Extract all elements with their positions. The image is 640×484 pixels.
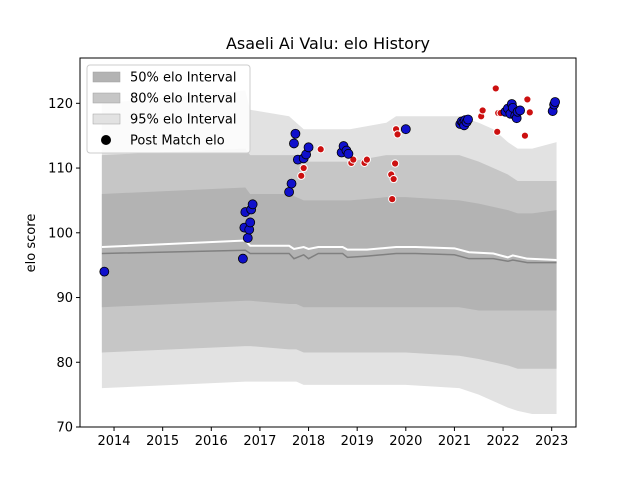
blue-point-40 (550, 97, 560, 107)
legend-label: 95% elo Interval (130, 113, 237, 128)
red-point-6 (362, 155, 372, 164)
x-tick-label: 2022 (487, 434, 520, 449)
blue-point-8 (247, 199, 258, 210)
trend-lines (101, 239, 557, 264)
red-point-2 (316, 145, 325, 154)
x-tick-label: 2014 (97, 434, 130, 449)
red-point-22 (525, 108, 534, 117)
red-point-10 (391, 159, 400, 168)
x-tick-label: 2017 (243, 434, 276, 449)
legend-swatch (92, 113, 121, 125)
blue-point-21 (400, 124, 411, 135)
legend-label: 80% elo Interval (130, 92, 237, 107)
blue-point-0 (99, 266, 110, 277)
y-tick-label: 100 (48, 226, 73, 241)
red-point-14 (478, 106, 487, 115)
y-tick-label: 80 (56, 356, 73, 371)
x-tick-label: 2015 (146, 434, 179, 449)
blue-point-4 (242, 233, 253, 243)
red-point-1 (299, 163, 308, 173)
legend-marker (101, 135, 111, 145)
legend-box (86, 64, 251, 154)
blue-point-11 (289, 138, 299, 149)
blue-point-12 (290, 128, 301, 139)
legend-swatch (92, 92, 121, 104)
blue-point-20 (343, 148, 354, 159)
x-tick-label: 2020 (389, 434, 422, 449)
legend-label: 50% elo Interval (130, 71, 237, 86)
blue-point-16 (303, 142, 314, 153)
y-tick-label: 120 (48, 97, 73, 112)
x-tick-label: 2018 (292, 434, 325, 449)
chart-title: Asaeli Ai Valu: elo History (226, 34, 430, 53)
x-tick-label: 2021 (438, 434, 471, 449)
red-point-18 (493, 127, 502, 136)
y-tick-label: 90 (56, 291, 73, 306)
x-tick-label: 2023 (535, 434, 568, 449)
x-tick-label: 2019 (341, 434, 374, 449)
red-point-0 (297, 171, 306, 180)
blue-point-9 (284, 187, 294, 197)
red-point-9 (389, 174, 398, 184)
red-point-15 (491, 84, 500, 93)
band-50-percent (101, 187, 557, 311)
y-tick-label: 70 (56, 421, 73, 436)
red-point-20 (520, 131, 530, 140)
legend-label: Post Match elo (130, 134, 225, 149)
interval-bands (101, 90, 557, 415)
x-tick-label: 2016 (195, 434, 228, 449)
legend: 50% elo Interval 80% elo Interval 95% elo … (86, 64, 251, 154)
y-tick-label: 110 (48, 162, 73, 177)
mean-elo-line (101, 249, 557, 264)
red-point-12 (393, 130, 402, 139)
y-axis-ticks: 70 80 90 100 110 120 (48, 97, 80, 436)
y-axis-label: elo score (24, 214, 39, 273)
post-match-points (99, 84, 560, 277)
x-axis-ticks: 2014 2015 2016 2017 2018 2019 2020 2021 2022 2023 (97, 427, 568, 449)
red-point-4 (349, 155, 358, 164)
red-point-8 (388, 195, 397, 204)
blue-point-6 (245, 217, 256, 228)
red-point-21 (523, 95, 532, 104)
blue-point-28 (463, 114, 473, 125)
axes-frame (79, 57, 577, 428)
legend-swatch (92, 71, 121, 83)
blue-point-10 (286, 178, 297, 189)
blue-point-1 (238, 253, 248, 264)
median-elo-line (101, 239, 557, 261)
blue-point-37 (515, 105, 525, 116)
